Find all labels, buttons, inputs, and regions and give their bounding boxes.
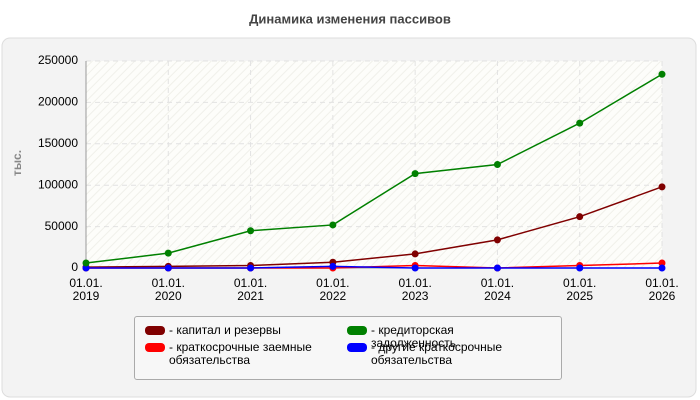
series-line [85,73,663,264]
data-point [658,70,666,78]
data-point [247,227,255,235]
legend-swatch [145,326,165,335]
x-tick-label: 01.01. 2021 [233,276,268,303]
legend-item: - другие краткосрочные обязательства [347,341,542,367]
data-point [493,236,501,244]
data-point [658,183,666,191]
plot-area [86,61,662,268]
legend-item: - краткосрочные заемные обязательства [145,341,340,367]
legend-item: - кредиторская задолженность [347,324,542,350]
data-point [164,264,172,272]
y-tick-label: 0 [71,260,78,274]
series-line [85,186,663,268]
x-tick-label: 01.01. 2019 [69,276,103,303]
y-tick-label: 200000 [38,95,78,109]
data-point [576,213,584,221]
legend-item: - капитал и резервы [145,324,340,337]
x-tick-label: 01.01. 2023 [398,276,432,303]
y-tick-label: 250000 [38,53,78,67]
legend-swatch [145,343,165,352]
x-tick-label: 01.01. 2025 [563,276,597,303]
data-point [576,264,584,272]
data-point [329,262,337,270]
data-point [247,264,255,272]
data-point [411,170,419,178]
data-point [493,264,501,272]
series-line [86,265,662,269]
data-point [493,161,501,168]
x-tick-label: 01.01. 2020 [151,276,185,303]
legend-label: - капитал и резервы [169,323,281,337]
legend-label: - краткосрочные заемные обязательства [169,340,312,367]
data-point [329,221,337,229]
legend-swatch [347,326,367,335]
data-point [411,250,419,258]
x-tick-label: 01.01. 2022 [316,276,350,303]
data-point [576,119,584,127]
y-tick-label: 150000 [38,136,78,150]
y-tick-label: 50000 [45,219,79,233]
y-axis-label: тыс. [10,150,24,176]
data-point [411,264,419,272]
data-point [82,264,90,272]
legend-label: - другие краткосрочные обязательства [371,340,503,367]
legend-swatch [347,343,367,352]
y-tick-label: 100000 [38,177,78,191]
legend-label: - кредиторская задолженность [371,323,456,350]
chart-title: Динамика изменения пассивов [249,11,451,26]
data-point [658,259,666,267]
x-tick-label: 01.01. 2024 [480,276,515,303]
legend: - капитал и резервы - кредиторская задолж… [134,316,562,380]
data-point [164,249,172,257]
data-point [658,264,666,272]
x-tick-label: 01.01. 2026 [645,276,679,303]
data-point [82,259,90,267]
